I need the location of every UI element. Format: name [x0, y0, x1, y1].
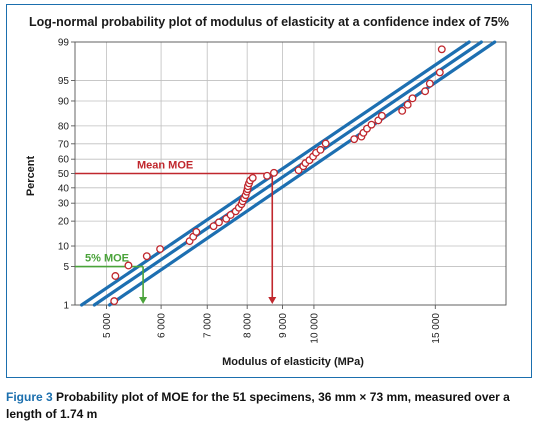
x-tick-label: 9 000 — [278, 313, 289, 338]
data-point — [437, 45, 446, 54]
x-tick-label: 15 000 — [431, 313, 442, 344]
y-tick-label: 60 — [58, 155, 70, 166]
y-tick-label: 99 — [58, 38, 70, 49]
fit-line — [92, 40, 483, 307]
y-tick-label: 1 — [63, 301, 69, 312]
y-tick-label: 50 — [58, 169, 70, 180]
data-point — [263, 171, 272, 180]
x-axis-label: Modulus of elasticity (MPa) — [222, 356, 364, 368]
data-point — [214, 218, 223, 227]
x-tick-label: 5 000 — [102, 313, 113, 338]
data-point — [367, 120, 376, 129]
chart-title: Log-normal probability plot of modulus o… — [29, 15, 509, 29]
data-point — [425, 79, 434, 88]
data-point — [403, 100, 412, 109]
tick-label-layer: 1 5 10 20 30 40 50 60 70 80 90 95 99 5 000 6 000 7 000 8… — [58, 38, 442, 344]
y-tick-label: 70 — [58, 139, 70, 150]
data-point — [350, 135, 359, 144]
caption-text: Probability plot of MOE for the 51 speci… — [6, 390, 510, 421]
data-point — [142, 252, 151, 261]
x-tick-label: 7 000 — [203, 313, 214, 338]
y-tick-label: 95 — [58, 76, 70, 87]
data-point — [209, 222, 218, 231]
y-tick-label: 10 — [58, 242, 70, 253]
y-tick-label: 30 — [58, 199, 70, 210]
data-point — [192, 227, 201, 236]
five-moe-arrow — [139, 297, 148, 304]
five-moe-label: 5% MOE — [85, 253, 129, 265]
y-tick-label: 80 — [58, 121, 70, 132]
data-point — [270, 168, 278, 177]
chart-svg: Log-normal probability plot of modulus o… — [25, 15, 509, 368]
x-tick-label: 8 000 — [243, 313, 254, 338]
data-point — [421, 87, 430, 96]
data-point — [408, 94, 417, 103]
point-layer — [110, 45, 446, 306]
data-point — [111, 272, 120, 280]
data-point — [226, 210, 235, 219]
data-point — [110, 297, 119, 306]
y-axis-label: Percent — [25, 155, 37, 196]
annotation-layer: Mean MOE 5% MOE — [75, 160, 277, 304]
data-point — [398, 106, 407, 115]
y-tick-label: 20 — [58, 217, 70, 228]
y-tick-label: 40 — [58, 183, 70, 194]
x-tick-label: 10 000 — [309, 313, 320, 344]
caption-label: Figure 3 — [6, 390, 53, 404]
chart-frame: Log-normal probability plot of modulus o… — [6, 4, 532, 378]
x-tick-label: 6 000 — [157, 313, 168, 338]
data-point — [156, 245, 165, 253]
mean-moe-arrow — [268, 297, 277, 304]
data-point — [316, 145, 325, 154]
data-point — [435, 68, 444, 77]
figure-caption: Figure 3 Probability plot of MOE for the… — [6, 389, 532, 423]
data-point — [321, 139, 330, 148]
data-point — [248, 173, 257, 182]
data-point — [124, 261, 133, 270]
y-tick-label: 5 — [63, 262, 69, 273]
data-point — [377, 111, 386, 120]
mean-moe-label: Mean MOE — [137, 160, 193, 172]
y-tick-label: 90 — [58, 96, 70, 107]
